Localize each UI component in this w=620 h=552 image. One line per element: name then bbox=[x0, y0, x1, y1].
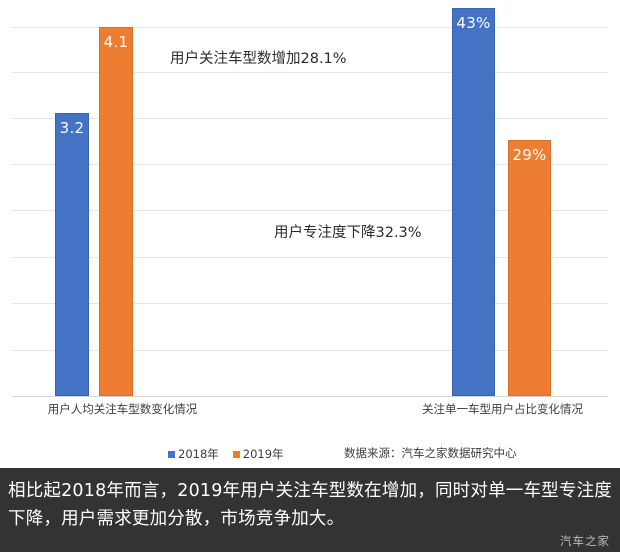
gridline bbox=[12, 257, 608, 258]
gridline bbox=[12, 350, 608, 351]
legend-swatch-icon bbox=[232, 450, 240, 458]
caption-bar: 相比起2018年而言，2019年用户关注车型数在增加，同时对单一车型专注度下降，… bbox=[0, 468, 620, 552]
gridline bbox=[12, 118, 608, 119]
gridline bbox=[12, 72, 608, 73]
gridline bbox=[12, 27, 608, 28]
bar-value-label: 29% bbox=[512, 146, 547, 164]
bar-2019-group2: 29% bbox=[508, 140, 551, 396]
chart-legend: 2018年 2019年 bbox=[168, 446, 284, 462]
bar-value-label: 3.2 bbox=[59, 119, 85, 137]
caption-text: 相比起2018年而言，2019年用户关注车型数在增加，同时对单一车型专注度下降，… bbox=[8, 481, 612, 529]
watermark-logo: 汽车之家 bbox=[560, 534, 610, 548]
legend-swatch-icon bbox=[168, 450, 175, 458]
category-label-group1: 用户人均关注车型数变化情况 bbox=[47, 402, 198, 416]
bar-2018-group1: 3.2 bbox=[55, 113, 89, 396]
bar-2018-group2: 43% bbox=[452, 8, 495, 396]
bar-chart: 3.2 4.1 用户人均关注车型数变化情况 43% 29% 关注单一车型用户占比… bbox=[12, 8, 608, 462]
bar-value-label: 4.1 bbox=[103, 33, 129, 51]
annotation-focus-decrease: 用户专注度下降32.3% bbox=[274, 225, 422, 241]
x-axis-line bbox=[12, 396, 608, 397]
legend-label: 2018年 bbox=[178, 447, 219, 461]
bar-2019-group1: 4.1 bbox=[99, 27, 133, 396]
data-source-note: 数据来源：汽车之家数据研究中心 bbox=[344, 446, 517, 460]
legend-item-2019: 2019年 bbox=[232, 446, 284, 462]
gridline bbox=[12, 210, 608, 211]
annotation-models-increase: 用户关注车型数增加28.1% bbox=[170, 51, 347, 67]
legend-item-2018: 2018年 bbox=[168, 446, 219, 462]
category-label-group2: 关注单一车型用户占比变化情况 bbox=[422, 402, 583, 416]
legend-label: 2019年 bbox=[242, 447, 284, 461]
gridline bbox=[12, 164, 608, 165]
gridline bbox=[12, 303, 608, 304]
bar-value-label: 43% bbox=[456, 14, 491, 32]
